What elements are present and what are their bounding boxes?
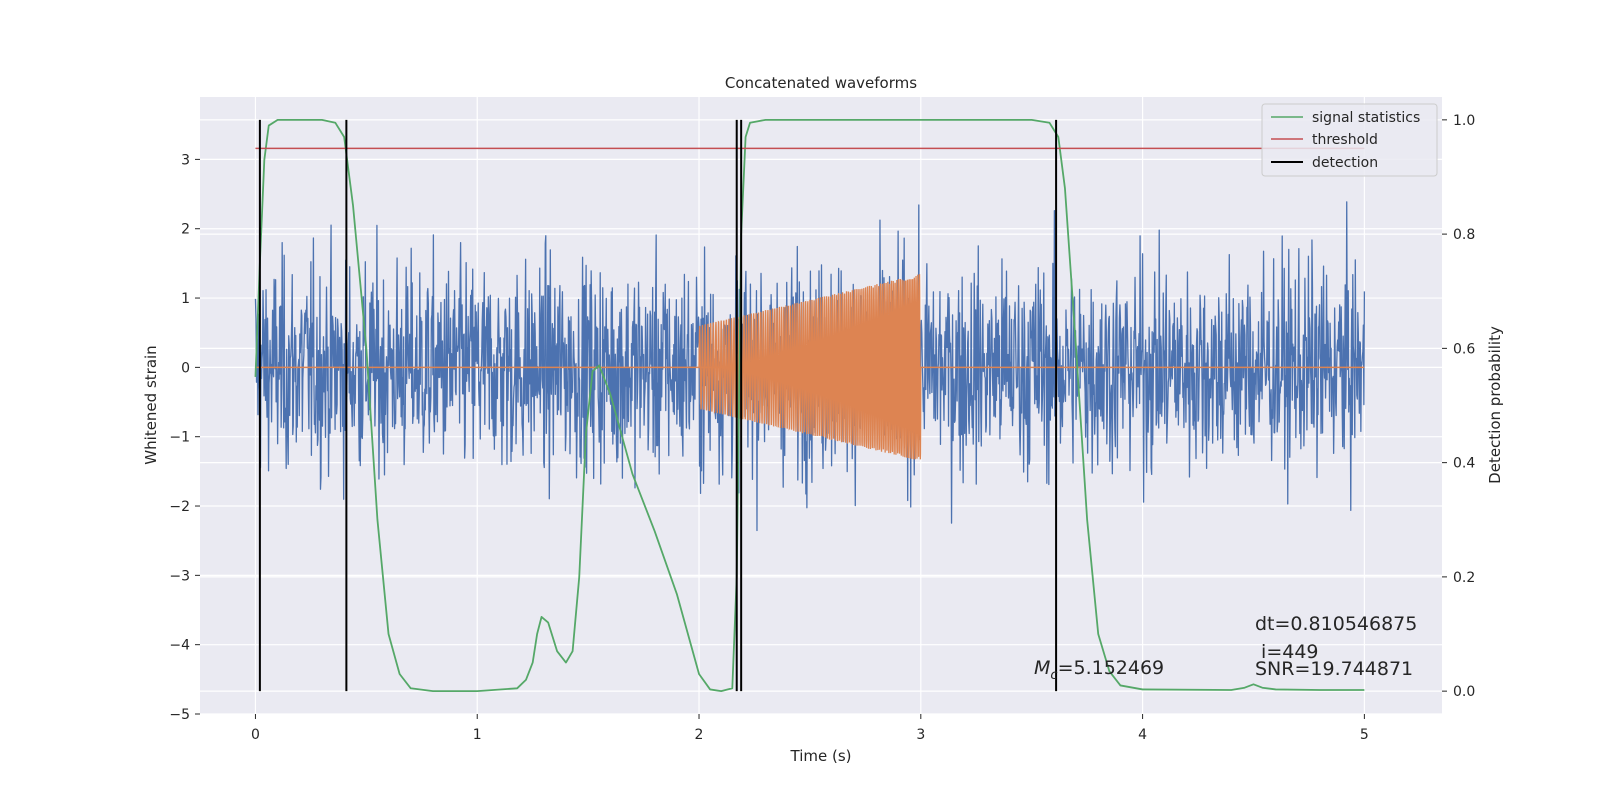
strain-noise-series [254, 201, 1366, 532]
annotation-chirp-mass: Mc=5.152469 [1034, 657, 1164, 683]
detection-series [258, 119, 1058, 692]
y-left-tick-label: −2 [169, 499, 190, 515]
y-left-tick-label: −3 [169, 568, 190, 584]
y-left-tick-label: 3 [181, 152, 190, 168]
x-tick-label: 4 [1138, 727, 1147, 743]
annotation-chirp-mass-symbol: M [1034, 657, 1050, 679]
x-axis-label: Time (s) [790, 747, 852, 765]
legend: signal statistics threshold detection [1261, 103, 1438, 177]
annotation-snr: SNR=19.744871 [1255, 658, 1413, 680]
y-left-tick-label: −5 [169, 707, 190, 723]
y-right-tick-label: 0.2 [1453, 570, 1475, 586]
y-right-tick-label: 0.0 [1453, 684, 1475, 700]
y-right-tick-label: 0.4 [1453, 456, 1475, 472]
legend-frame [1261, 103, 1438, 177]
x-tick-label: 1 [473, 727, 482, 743]
y-left-tick-label: 2 [181, 222, 190, 238]
legend-label-detection: detection [1312, 155, 1378, 171]
legend-label-threshold: threshold [1312, 132, 1378, 148]
y-right-tick-label: 0.6 [1453, 341, 1475, 357]
annotation-i: i=449 [1255, 641, 1319, 663]
y-axis-left-label: Whitened strain [142, 345, 160, 464]
chart-title: Concatenated waveforms [725, 74, 917, 92]
y-right-tick-label: 0.8 [1453, 227, 1475, 243]
y-left-tick-label: 0 [181, 360, 190, 376]
x-tick-label: 5 [1360, 727, 1369, 743]
y-right-tick-label: 1.0 [1453, 113, 1475, 129]
signal-statistics-line [254, 118, 1365, 693]
legend-label-signal-statistics: signal statistics [1312, 110, 1420, 126]
x-tick-label: 3 [916, 727, 925, 743]
annotation-dt: dt=0.810546875 [1255, 613, 1417, 635]
y-left-tick-label: 1 [181, 291, 190, 307]
strain-noise-line [254, 201, 1366, 532]
y-left-tick-label: −4 [169, 638, 190, 654]
y-axis-right-label: Detection probability [1486, 326, 1504, 484]
x-tick-label: 2 [695, 727, 704, 743]
annotation-chirp-mass-value: =5.152469 [1058, 657, 1165, 679]
y-left-tick-label: −1 [169, 430, 190, 446]
tick-labels: 0 1 2 3 4 5 −5 −4 −3 −2 −1 0 1 2 3 0.0 0.2 0.4 0.6 0.8 1.0 [169, 113, 1475, 743]
annotation-chirp-mass-subscript: c [1050, 668, 1057, 683]
x-tick-label: 0 [251, 727, 260, 743]
signal-statistics-series [254, 118, 1365, 693]
